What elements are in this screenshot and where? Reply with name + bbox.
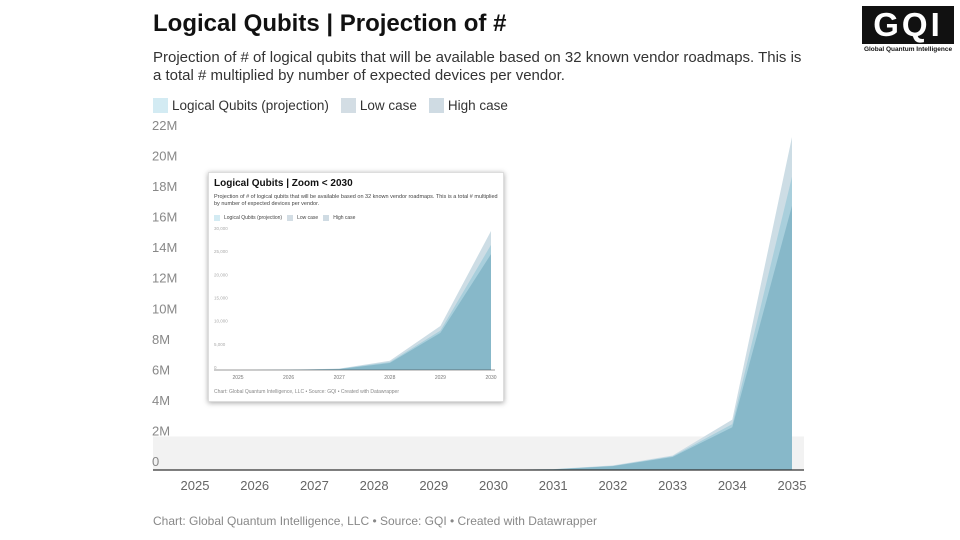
legend-label-low: Low case (359, 98, 417, 113)
y-tick-label: 16M (152, 210, 177, 225)
logo-tagline: Global Quantum Intelligence (863, 46, 953, 53)
logo-letters: GQI (862, 6, 954, 44)
inset-y-tick-label: 5,000 (214, 342, 226, 347)
zoom-inset-chart: Logical Qubits | Zoom < 2030 Projection … (208, 172, 504, 402)
y-tick-label: 4M (152, 393, 170, 408)
legend-item-projection: Logical Qubits (projection) (153, 98, 329, 113)
inset-x-tick-label: 2029 (435, 375, 446, 381)
legend-label-projection: Logical Qubits (projection) (172, 98, 329, 113)
x-tick-label: 2027 (300, 478, 329, 493)
inset-x-tick-label: 2025 (232, 375, 243, 381)
y-tick-label: 10M (152, 301, 177, 316)
y-tick-label: 0 (152, 454, 159, 469)
legend-swatch-high (428, 98, 444, 113)
legend-swatch-projection (153, 98, 168, 113)
inset-legend-swatch-low (287, 215, 294, 221)
y-tick-label: 20M (152, 149, 177, 164)
inset-legend-item-projection: Logical Qubits (projection) (214, 215, 282, 221)
inset-legend-item-low: Low case (287, 215, 318, 221)
x-tick-label: 2031 (539, 478, 568, 493)
inset-legend: Logical Qubits (projection) Low case Hig… (214, 215, 355, 221)
x-tick-label: 2035 (778, 478, 807, 493)
inset-legend-label-projection: Logical Qubits (projection) (224, 215, 283, 221)
x-tick-label: 2033 (658, 478, 687, 493)
inset-y-tick-label: 15,000 (214, 296, 228, 301)
inset-legend-label-low: Low case (297, 215, 319, 221)
legend-item-low: Low case (340, 98, 417, 113)
x-tick-label: 2034 (718, 478, 747, 493)
inset-x-tick-label: 2026 (283, 375, 294, 381)
x-tick-label: 2026 (240, 478, 269, 493)
inset-area-logical-qubits-projection (238, 244, 491, 370)
x-tick-label: 2028 (360, 478, 389, 493)
inset-y-tick-label: 0 (214, 365, 217, 370)
inset-area-high-case (238, 231, 491, 370)
inset-x-tick-label: 2027 (334, 375, 345, 381)
inset-legend-item-high: High case (323, 215, 355, 221)
y-tick-label: 8M (152, 332, 170, 347)
chart-title: Logical Qubits | Projection of # (153, 10, 507, 37)
x-tick-label: 2025 (181, 478, 210, 493)
legend-label-high: High case (447, 98, 508, 113)
inset-legend-swatch-projection (214, 215, 220, 221)
x-tick-label: 2032 (598, 478, 627, 493)
legend-item-high: High case (428, 98, 508, 113)
inset-x-tick-label: 2030 (485, 375, 496, 381)
y-tick-label: 22M (152, 118, 177, 133)
x-tick-label: 2030 (479, 478, 508, 493)
inset-y-tick-label: 20,000 (214, 272, 228, 277)
inset-x-tick-label: 2028 (384, 375, 395, 381)
inset-legend-label-high: High case (333, 215, 356, 221)
inset-y-tick-label: 10,000 (214, 319, 228, 324)
inset-y-tick-label: 30,000 (214, 226, 228, 231)
inset-footer: Chart: Global Quantum Intelligence, LLC … (214, 389, 399, 395)
y-tick-label: 12M (152, 271, 177, 286)
x-tick-label: 2029 (419, 478, 448, 493)
y-tick-label: 6M (152, 362, 170, 377)
inset-legend-swatch-high (323, 215, 330, 221)
gqi-logo: GQI Global Quantum Intelligence (862, 6, 954, 56)
inset-plot: 0 5,000 10,000 15,000 20,000 25,000 30,000 2025… (214, 226, 497, 381)
inset-y-tick-label: 25,000 (214, 249, 228, 254)
inset-title: Logical Qubits | Zoom < 2030 (214, 178, 353, 189)
y-tick-label: 2M (152, 423, 170, 438)
chart-subtitle: Projection of # of logical qubits that w… (153, 49, 802, 84)
inset-subtitle: Projection of # of logical qubits that w… (214, 194, 498, 207)
highlight-band (153, 436, 804, 470)
y-tick-label: 18M (152, 179, 177, 194)
legend: Logical Qubits (projection) Low case Hig… (153, 98, 508, 113)
inset-area-low-case (238, 254, 491, 370)
y-tick-label: 14M (152, 240, 177, 255)
legend-swatch-low (340, 98, 356, 113)
chart-footer: Chart: Global Quantum Intelligence, LLC … (153, 514, 597, 528)
